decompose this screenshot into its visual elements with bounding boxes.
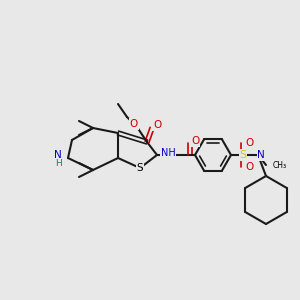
Text: O: O [191, 136, 199, 146]
Text: NH: NH [160, 148, 175, 158]
Text: S: S [137, 163, 143, 173]
Text: N: N [54, 150, 62, 160]
Text: O: O [245, 162, 253, 172]
Text: CH₃: CH₃ [273, 161, 287, 170]
Text: N: N [257, 150, 265, 160]
Text: S: S [239, 150, 247, 160]
Text: O: O [130, 119, 138, 129]
Text: O: O [245, 138, 253, 148]
Text: O: O [153, 120, 161, 130]
Text: H: H [55, 158, 62, 167]
